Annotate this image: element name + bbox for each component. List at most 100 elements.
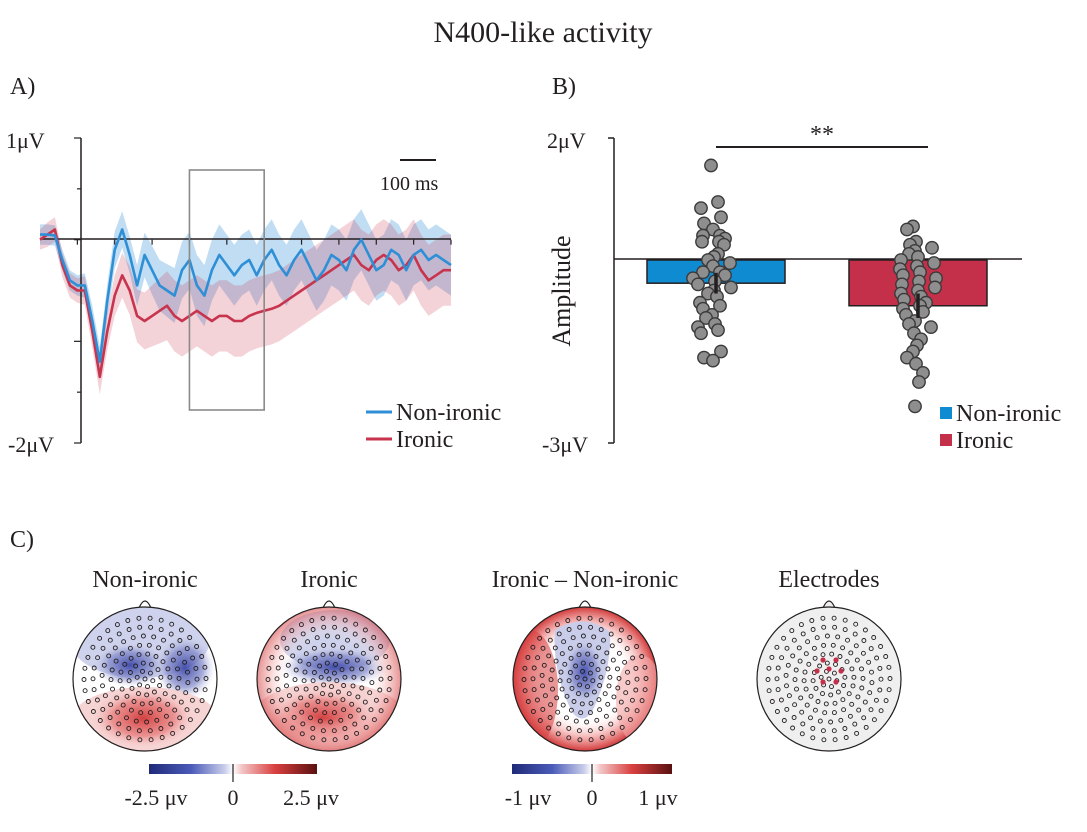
participant-point	[908, 399, 922, 414]
electrode	[837, 654, 843, 659]
electrode	[366, 659, 372, 665]
electrode	[332, 700, 338, 706]
electrode	[185, 680, 191, 686]
electrode	[320, 691, 325, 697]
electrode	[598, 617, 604, 623]
colorbar-difference-zero: 0	[587, 785, 598, 810]
electrode	[868, 646, 874, 652]
electrode	[608, 631, 614, 637]
electrode	[137, 624, 143, 630]
electrode	[290, 725, 296, 731]
electrode	[126, 735, 132, 741]
electrode	[639, 698, 645, 704]
legend-label-non-ironic-bar: Non-ironic	[956, 401, 1061, 427]
electrode	[368, 707, 374, 713]
electrode	[577, 642, 583, 648]
electrode	[102, 693, 108, 699]
electrode	[642, 664, 648, 670]
electrode	[169, 643, 175, 649]
electrode	[331, 615, 337, 621]
electrode-dots	[521, 615, 649, 743]
electrode	[310, 735, 316, 741]
electrode	[363, 724, 369, 730]
electrode	[334, 678, 340, 684]
nose-shape	[138, 600, 152, 609]
electrode	[861, 638, 867, 643]
electrode	[119, 651, 125, 657]
electrode	[531, 665, 537, 671]
electrode	[883, 654, 889, 659]
electrode	[612, 707, 618, 713]
electrode	[643, 676, 649, 681]
electrode	[877, 665, 883, 671]
electrode	[530, 644, 536, 650]
electrode	[105, 628, 111, 634]
electrode	[194, 644, 200, 649]
electrode	[566, 725, 572, 731]
electrode	[115, 709, 121, 715]
electrode	[810, 735, 816, 741]
electrode	[114, 622, 120, 628]
electrode	[148, 737, 154, 743]
electrode	[555, 709, 561, 715]
electrode	[126, 678, 132, 684]
electrode	[387, 676, 393, 681]
electrode	[108, 677, 114, 683]
electrode	[331, 728, 337, 734]
electrode	[157, 683, 163, 688]
electrode	[775, 665, 781, 671]
electrode	[300, 631, 306, 637]
electrode	[781, 718, 787, 723]
erp-legend: Non-ironic Ironic	[366, 400, 501, 453]
electrode	[119, 686, 125, 692]
electrode	[183, 690, 189, 696]
electrode	[623, 690, 629, 696]
electrode	[91, 665, 97, 671]
electrode	[792, 702, 798, 708]
electrode	[859, 666, 864, 672]
electrode	[576, 652, 582, 658]
electrode	[553, 658, 559, 664]
electrode	[303, 686, 309, 692]
electrode	[165, 701, 171, 707]
electrode	[585, 651, 591, 657]
participant-point	[714, 344, 728, 359]
electrode	[324, 668, 329, 674]
electrode-montage	[756, 600, 902, 752]
electrode	[309, 618, 315, 623]
electrode	[122, 661, 128, 667]
electrode	[805, 639, 811, 645]
electrode	[321, 624, 327, 630]
electrode	[615, 666, 620, 672]
electrode	[609, 621, 615, 627]
electrode	[148, 624, 154, 630]
electrode	[155, 667, 161, 673]
electrode	[302, 669, 308, 675]
electrode	[362, 627, 368, 633]
electrode	[775, 687, 781, 693]
electrode	[599, 735, 605, 740]
electrode	[131, 699, 137, 704]
electrode	[274, 676, 280, 682]
electrode	[169, 621, 175, 627]
participant-point	[691, 277, 705, 292]
time-scale-bar-label: 100 ms	[380, 173, 439, 195]
electrode	[522, 688, 528, 694]
electrode	[595, 667, 601, 673]
electrode	[829, 651, 835, 657]
electrode	[386, 687, 392, 693]
electrode	[808, 715, 813, 721]
figure-title: N400-like activity	[433, 16, 652, 49]
electrode	[820, 615, 826, 621]
electrode	[90, 676, 96, 682]
nose-shape	[322, 600, 336, 609]
electrode	[117, 678, 123, 684]
colorbar-difference: -1 μv 0 1 μv	[505, 764, 678, 810]
electrode	[877, 687, 883, 693]
electrode	[633, 665, 639, 671]
electrode	[310, 678, 316, 684]
electrode	[95, 655, 101, 661]
electrode	[796, 645, 802, 651]
electrode	[832, 737, 838, 743]
electrode	[139, 701, 145, 707]
